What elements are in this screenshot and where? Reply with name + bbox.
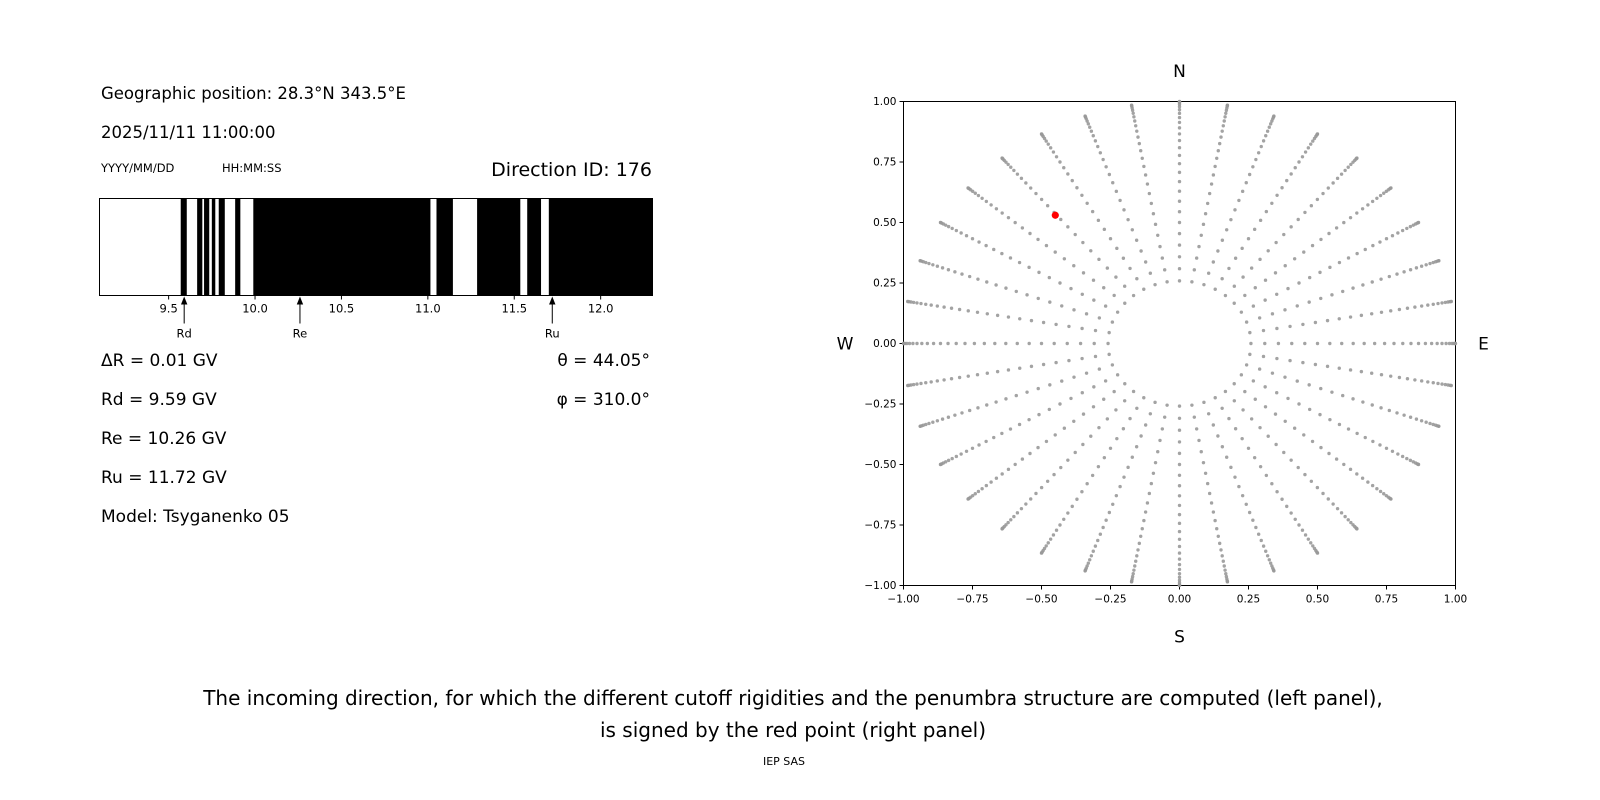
x-tick-label: 0.75 bbox=[1375, 594, 1398, 606]
marker-label: Re bbox=[293, 327, 308, 341]
y-tick-label: 0.75 bbox=[873, 157, 896, 169]
marker-arrow-head bbox=[549, 296, 556, 305]
rigidity-tick-label: 12.0 bbox=[588, 302, 614, 316]
y-tick-label: −0.75 bbox=[864, 520, 896, 532]
x-tick-label: 1.00 bbox=[1444, 594, 1467, 606]
y-tick-label: 0.25 bbox=[873, 278, 896, 290]
caption-line1: The incoming direction, for which the di… bbox=[203, 686, 1383, 710]
compass-south: S bbox=[1174, 628, 1185, 648]
x-tick-label: −0.75 bbox=[956, 594, 988, 606]
marker-label: Rd bbox=[177, 327, 192, 341]
penumbra-bands bbox=[180, 199, 653, 295]
re-value: Re = 10.26 GV bbox=[101, 429, 227, 449]
direction-plot: −1.00 −0.75 −0.50 −0.25 0.00 0.25 0.50 0.75 1.00… bbox=[837, 62, 1489, 648]
credit: IEP SAS bbox=[762, 755, 806, 768]
delta-r-value: ΔR = 0.01 GV bbox=[101, 351, 218, 371]
rigidity-tick-label: 9.5 bbox=[159, 302, 177, 316]
date-format-label: YYYY/MM/DD bbox=[101, 161, 175, 175]
y-tick-label: 0.00 bbox=[873, 338, 896, 350]
rigidity-tick-label: 11.5 bbox=[501, 302, 527, 316]
rigidity-tick-label: 11.0 bbox=[415, 302, 441, 316]
direction-grid-dots bbox=[901, 99, 1458, 588]
selected-direction-red-point bbox=[1051, 211, 1059, 219]
x-tick-label: 0.25 bbox=[1237, 594, 1260, 606]
rigidity-tick-label: 10.5 bbox=[329, 302, 355, 316]
phi-value: φ = 310.0° bbox=[556, 390, 650, 410]
penumbra-plot: 9.5 10.0 10.5 11.0 11.5 12.0 Rd Re Ru bbox=[99, 198, 653, 341]
x-tick-label: −0.50 bbox=[1025, 594, 1057, 606]
ru-value: Ru = 11.72 GV bbox=[101, 468, 227, 488]
y-tick-label: −0.50 bbox=[864, 459, 896, 471]
y-tick-label: −0.25 bbox=[864, 399, 896, 411]
rd-value: Rd = 9.59 GV bbox=[101, 390, 217, 410]
datetime: 2025/11/11 11:00:00 bbox=[101, 123, 276, 142]
direction-id: Direction ID: 176 bbox=[491, 159, 652, 181]
compass-west: W bbox=[837, 335, 854, 355]
cutoff-markers: Rd Re Ru bbox=[177, 296, 560, 341]
time-format-label: HH:MM:SS bbox=[222, 161, 282, 175]
x-tick-label: −1.00 bbox=[887, 594, 919, 606]
x-tick-label: 0.50 bbox=[1306, 594, 1329, 606]
y-tick-label: 1.00 bbox=[873, 96, 896, 108]
y-tick-label: 0.50 bbox=[873, 217, 896, 229]
x-tick-label: −0.25 bbox=[1094, 594, 1126, 606]
geographic-position: Geographic position: 28.3°N 343.5°E bbox=[101, 84, 406, 103]
compass-north: N bbox=[1173, 62, 1186, 82]
model-label: Model: Tsyganenko 05 bbox=[101, 507, 290, 527]
caption-line2: is signed by the red point (right panel) bbox=[599, 718, 987, 742]
marker-arrow-head bbox=[296, 296, 304, 305]
x-tick-label: 0.00 bbox=[1168, 594, 1191, 606]
compass-east: E bbox=[1478, 335, 1489, 355]
marker-label: Ru bbox=[545, 327, 560, 341]
y-tick-label: −1.00 bbox=[864, 580, 896, 592]
theta-value: θ = 44.05° bbox=[557, 351, 650, 371]
penumbra-x-ticks: 9.5 10.0 10.5 11.0 11.5 12.0 bbox=[159, 295, 614, 316]
direction-ticks: −1.00 −0.75 −0.50 −0.25 0.00 0.25 0.50 0.75 1.00… bbox=[864, 96, 1467, 606]
rigidity-tick-label: 10.0 bbox=[242, 302, 268, 316]
marker-arrow-head bbox=[180, 296, 188, 305]
direction-frame bbox=[903, 101, 1456, 586]
